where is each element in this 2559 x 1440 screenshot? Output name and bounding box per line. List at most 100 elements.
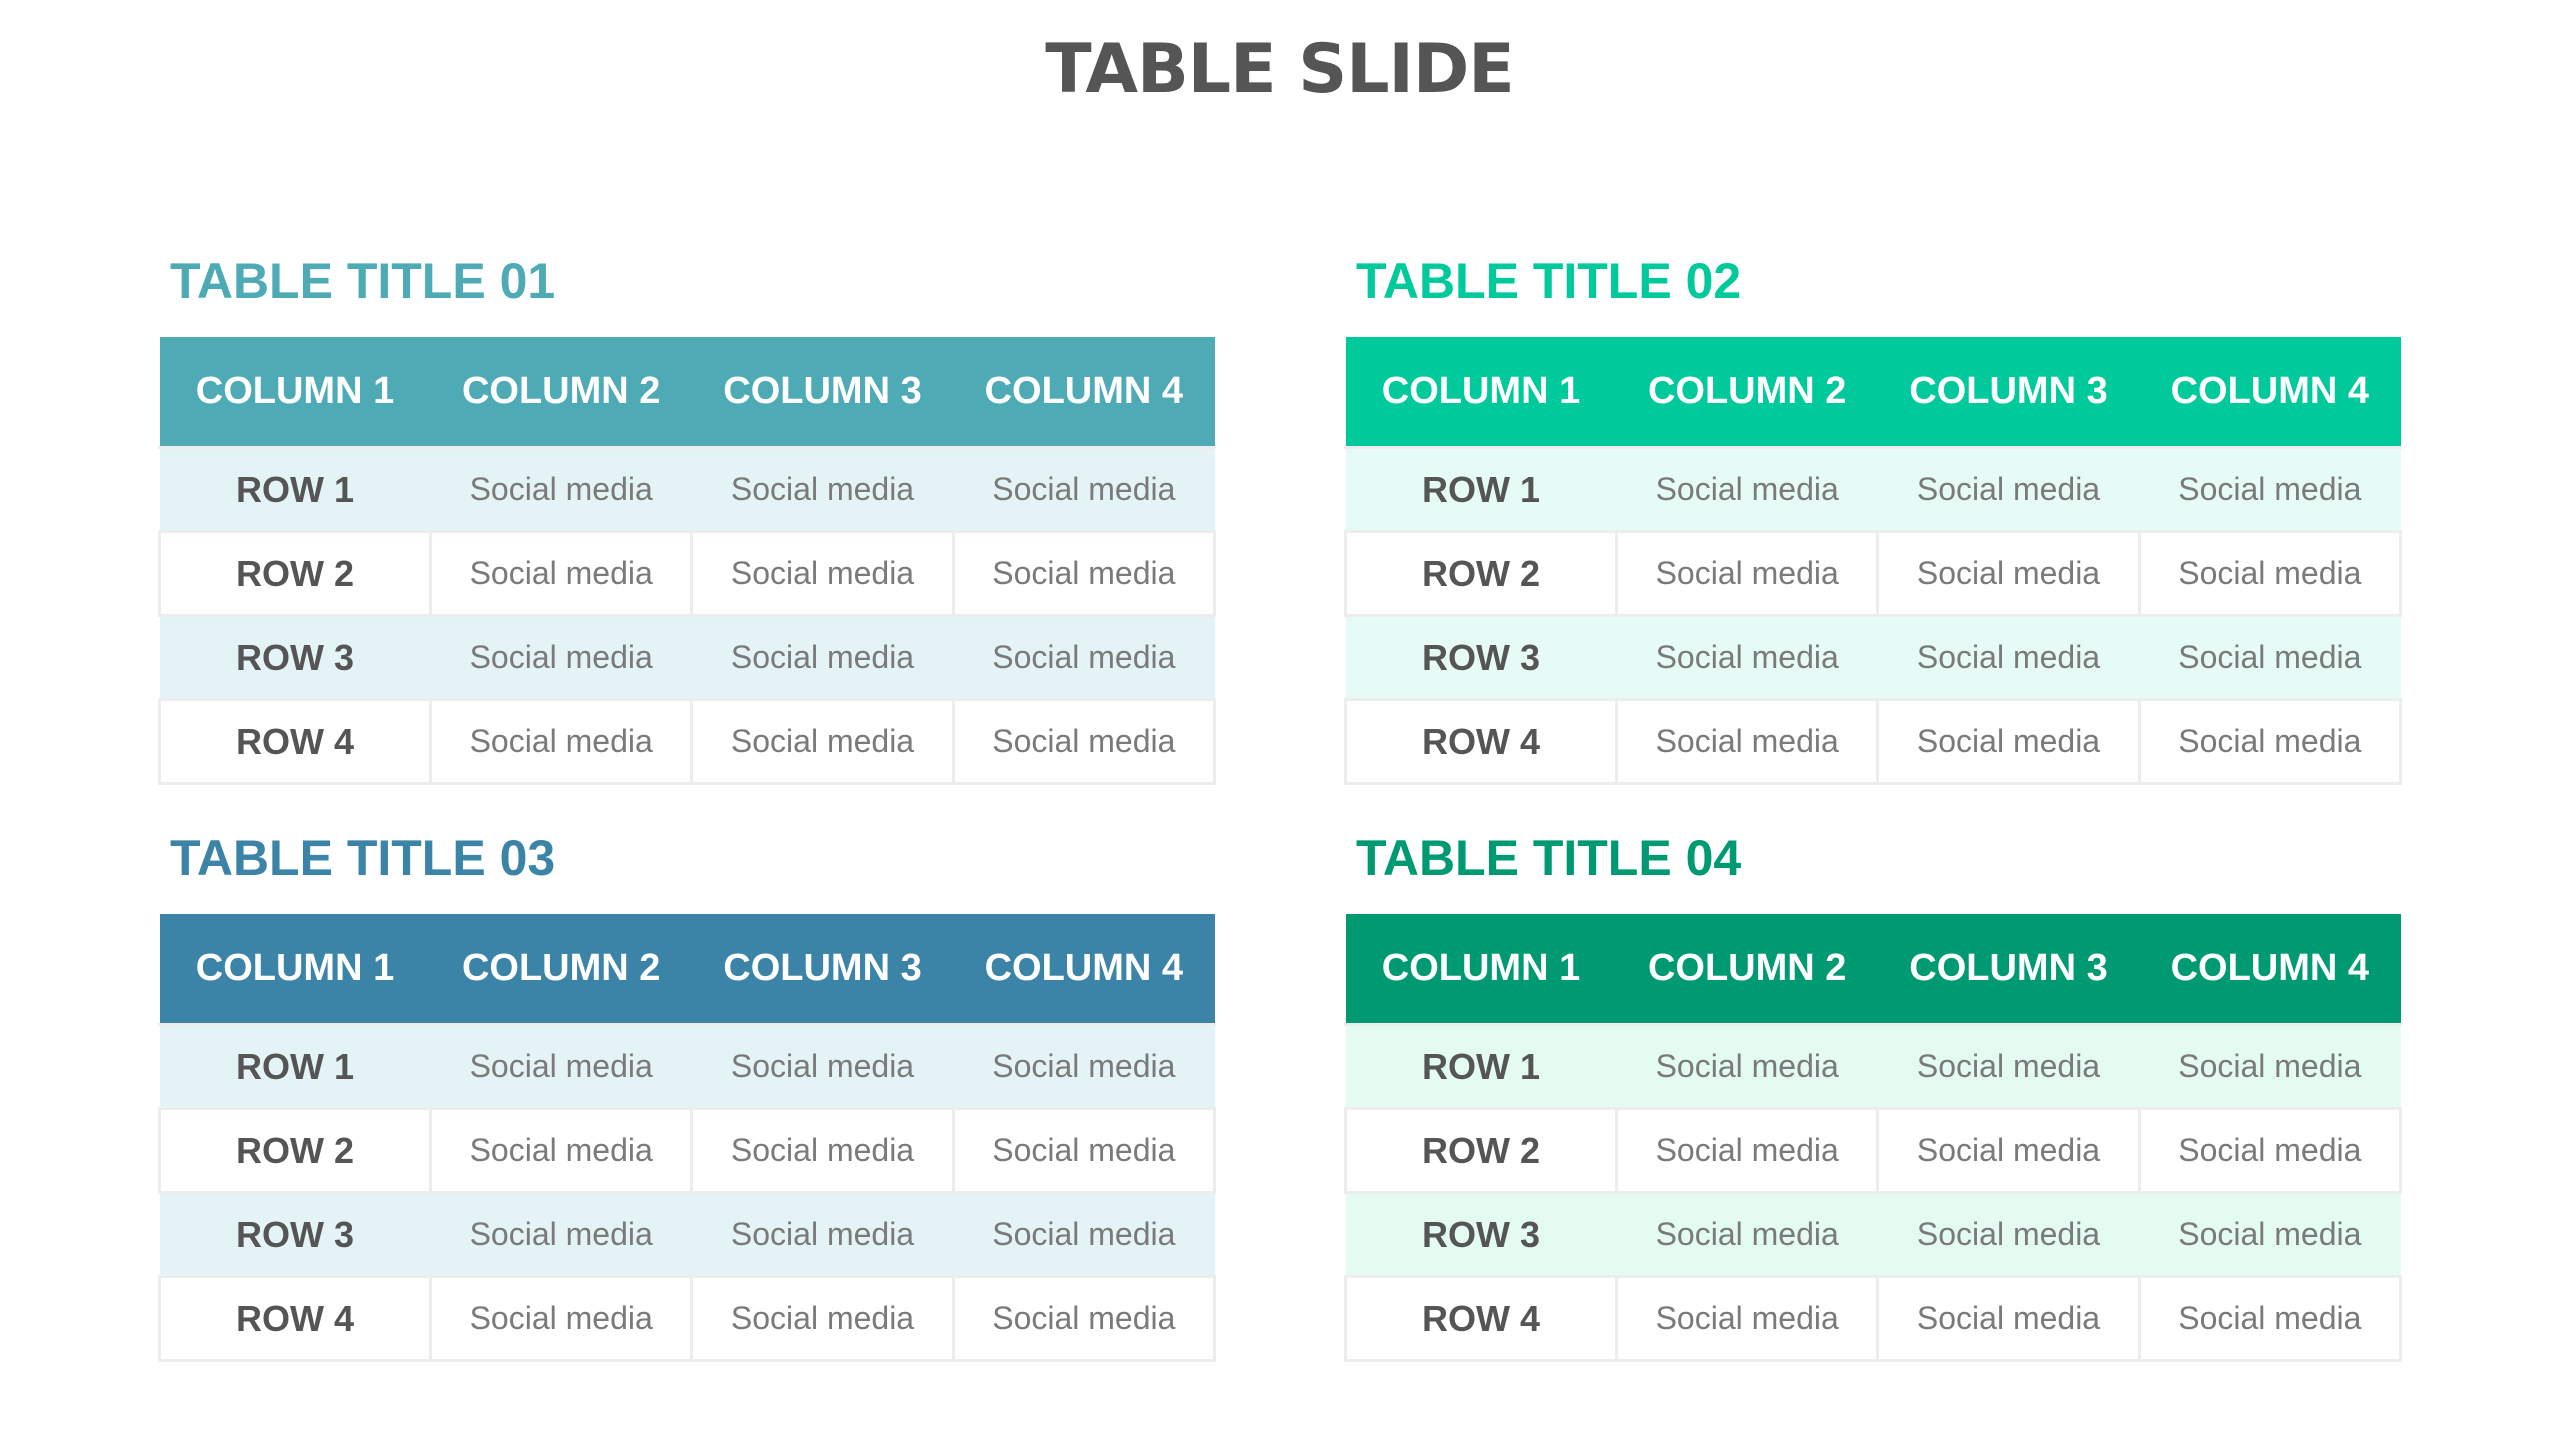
column-header: COLUMN 1	[195, 947, 395, 989]
table-cell: Social media	[690, 698, 955, 785]
table-cell: Social media	[428, 1107, 694, 1194]
row-header: ROW 1	[1345, 1023, 1617, 1110]
table-row: ROW 3 Social media Social media Social medi…	[1345, 614, 2401, 701]
table-cell: Social media	[1616, 614, 1878, 701]
table-cell: Social media	[1877, 614, 2140, 701]
slide-title: TABLE SLIDE	[1045, 30, 1515, 109]
table-cell: Social media	[430, 1023, 692, 1110]
table-title: TABLE TITLE 02	[1356, 253, 1742, 309]
table-row: ROW 1 Social media Social media Social medi…	[159, 1023, 1215, 1110]
column-header: COLUMN 2	[461, 370, 661, 412]
table-cell: Social media	[691, 1191, 954, 1278]
table-row: ROW 2 Social media Social media Social medi…	[158, 1107, 1217, 1194]
column-header: COLUMN 1	[1381, 947, 1581, 989]
column-header: COLUMN 4	[2170, 947, 2370, 989]
table-cell: Social media	[690, 530, 955, 617]
table-block: TABLE TITLE 03 COLUMN 1 COLUMN 2 COLUMN 3 CO…	[158, 830, 1217, 1362]
table-row: ROW 4 Social media Social media Social medi…	[1344, 1275, 2403, 1362]
table-cell: Social media	[428, 698, 694, 785]
column-header: COLUMN 3	[723, 370, 922, 412]
row-header: ROW 2	[158, 1107, 432, 1194]
table-cell: Social media	[1876, 1275, 2141, 1362]
header-row: COLUMN 1 COLUMN 2 COLUMN 3 COLUMN 4	[159, 337, 1215, 448]
table-cell: Social media	[1614, 698, 1880, 785]
table-row: ROW 2 Social media Social media Social medi…	[158, 530, 1217, 617]
table-cell: Social media	[951, 1275, 1217, 1362]
table-row: ROW 2 Social media Social media Social medi…	[1344, 530, 2403, 617]
table-row: ROW 3 Social media Social media Social medi…	[159, 1191, 1215, 1278]
table-cell: Social media	[430, 1191, 692, 1278]
column-header: COLUMN 1	[1381, 370, 1581, 412]
column-header: COLUMN 3	[723, 947, 922, 989]
table-cell: Social media	[1616, 1023, 1878, 1110]
table-cell: Social media	[1616, 1191, 1878, 1278]
data-table: COLUMN 1 COLUMN 2 COLUMN 3 COLUMN 4 ROW 1 Soc…	[1344, 337, 2403, 785]
row-header: ROW 4	[158, 1275, 432, 1362]
table-cell: Social media	[953, 1023, 1215, 1110]
table-cell: Social media	[2139, 1191, 2401, 1278]
row-header: ROW 3	[159, 614, 431, 701]
row-header: ROW 2	[1344, 1107, 1618, 1194]
table-cell: Social media	[953, 1191, 1215, 1278]
table-row: ROW 4 Social media Social media Social medi…	[1344, 698, 2403, 785]
table-cell: Social media	[953, 446, 1215, 533]
table-cell: Social media	[1877, 1023, 2140, 1110]
table-cell: Social media	[2139, 614, 2401, 701]
table-row: ROW 3 Social media Social media Social medi…	[159, 614, 1215, 701]
table-title: TABLE TITLE 03	[170, 830, 556, 886]
table-cell: Social media	[951, 530, 1217, 617]
table-row: ROW 2 Social media Social media Social medi…	[1344, 1107, 2403, 1194]
data-table: COLUMN 1 COLUMN 2 COLUMN 3 COLUMN 4 ROW 1 Soc…	[1344, 914, 2403, 1362]
table-row: ROW 3 Social media Social media Social medi…	[1345, 1191, 2401, 1278]
table-cell: Social media	[430, 446, 692, 533]
table-cell: Social media	[690, 1107, 955, 1194]
column-header: COLUMN 3	[1909, 370, 2108, 412]
header-row: COLUMN 1 COLUMN 2 COLUMN 3 COLUMN 4	[1345, 337, 2401, 448]
data-table: COLUMN 1 COLUMN 2 COLUMN 3 COLUMN 4 ROW 1 Soc…	[158, 337, 1217, 785]
table-cell: Social media	[1616, 446, 1878, 533]
data-table: COLUMN 1 COLUMN 2 COLUMN 3 COLUMN 4 ROW 1 Soc…	[158, 914, 1217, 1362]
table-cell: Social media	[1876, 698, 2141, 785]
column-header: COLUMN 1	[195, 370, 395, 412]
table-cell: Social media	[428, 530, 694, 617]
row-header: ROW 4	[158, 698, 432, 785]
row-header: ROW 1	[1345, 446, 1617, 533]
table-cell: Social media	[2137, 1107, 2403, 1194]
table-cell: Social media	[951, 698, 1217, 785]
column-header: COLUMN 2	[1647, 370, 1847, 412]
header-row: COLUMN 1 COLUMN 2 COLUMN 3 COLUMN 4	[159, 914, 1215, 1025]
row-header: ROW 2	[158, 530, 432, 617]
row-header: ROW 4	[1344, 1275, 1618, 1362]
table-title: TABLE TITLE 01	[170, 253, 556, 309]
row-header: ROW 4	[1344, 698, 1618, 785]
column-header: COLUMN 2	[1647, 947, 1847, 989]
row-header: ROW 2	[1344, 530, 1618, 617]
table-block: TABLE TITLE 01 COLUMN 1 COLUMN 2 COLUMN 3 CO…	[158, 253, 1217, 785]
table-row: ROW 4 Social media Social media Social medi…	[158, 698, 1217, 785]
row-header: ROW 1	[159, 1023, 431, 1110]
row-header: ROW 3	[159, 1191, 431, 1278]
table-cell: Social media	[1877, 446, 2140, 533]
row-header: ROW 3	[1345, 614, 1617, 701]
table-cell: Social media	[690, 1275, 955, 1362]
table-cell: Social media	[2137, 530, 2403, 617]
table-cell: Social media	[691, 1023, 954, 1110]
table-cell: Social media	[953, 614, 1215, 701]
table-row: ROW 1 Social media Social media Social medi…	[159, 446, 1215, 533]
table-cell: Social media	[430, 614, 692, 701]
table-cell: Social media	[2137, 698, 2403, 785]
table-cell: Social media	[2139, 1023, 2401, 1110]
table-row: ROW 4 Social media Social media Social medi…	[158, 1275, 1217, 1362]
table-row: ROW 1 Social media Social media Social medi…	[1345, 446, 2401, 533]
table-cell: Social media	[691, 614, 954, 701]
table-cell: Social media	[2139, 446, 2401, 533]
table-cell: Social media	[1876, 1107, 2141, 1194]
column-header: COLUMN 4	[984, 947, 1184, 989]
row-header: ROW 3	[1345, 1191, 1617, 1278]
table-cell: Social media	[2137, 1275, 2403, 1362]
column-header: COLUMN 2	[461, 947, 661, 989]
column-header: COLUMN 3	[1909, 947, 2108, 989]
table-cell: Social media	[1614, 1107, 1880, 1194]
header-row: COLUMN 1 COLUMN 2 COLUMN 3 COLUMN 4	[1345, 914, 2401, 1025]
column-header: COLUMN 4	[2170, 370, 2370, 412]
